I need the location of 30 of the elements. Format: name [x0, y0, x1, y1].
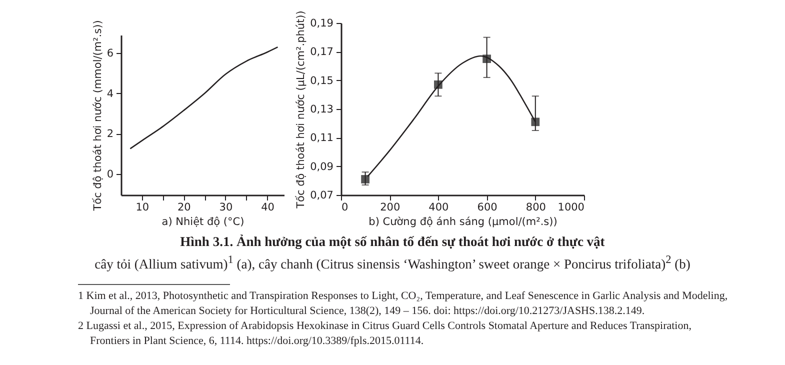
x-tick-label: 600: [477, 202, 498, 214]
x-tick-label: 800: [526, 202, 546, 214]
y-axis-title: Tốc độ thoát hơi nước (µL/(cm².phút)): [295, 10, 308, 210]
x-tick-label: 400: [428, 202, 449, 214]
x-tick-label: 10: [136, 202, 150, 214]
y-tick-label: 0,17: [310, 46, 334, 58]
text: 2 Lugassi et al., 2015, Expression of Arabidopsis Hexokinase in Citrus Guard Cells Controls Stomatal Aperture and Reduces Transpiration, Frontiers in Plant Science, 6, 1114. https://doi.org/10.3389/fpls.2015.01114.: [78, 318, 692, 348]
y-tick-label: 0,15: [310, 74, 334, 87]
y-tick-label: 0,13: [310, 104, 334, 116]
text: cây tỏi (Allium sativum)$^{1}$ (a), cây chanh (Citrus sinensis ‘Washington’ sweet orange × Poncirus trifoliata)$^{2}$ (b): [94, 253, 692, 274]
x-tick-label: 30: [219, 202, 233, 214]
y-tick-label: 0: [106, 168, 114, 180]
y-axis-title: Tốc độ thoát hơi nước (mmol/(m².s)): [92, 20, 104, 212]
x-tick-label: 20: [178, 202, 191, 214]
y-tick-label: 0,11: [310, 132, 334, 144]
text: Hình 3.1. Ảnh hưởng của một số nhân tố đến sự thoát hơi nước ở thực vật: [179, 233, 606, 251]
x-axis-title: a) Nhiệt độ (°C): [162, 216, 244, 228]
y-tick-label: 0,09: [310, 160, 334, 173]
x-tick-label: 1000: [558, 202, 584, 214]
line-series: [130, 46, 278, 150]
x-axis-title: b) Cường độ ánh sáng (µmol/(m².s)): [368, 216, 558, 228]
x-tick-label: 200: [380, 202, 400, 214]
y-tick-label: 4: [106, 88, 114, 100]
y-tick-label: 2: [106, 128, 114, 140]
y-tick-label: 0,07: [310, 190, 334, 202]
text: 1 Kim et al., 2013, Photosynthetic and Transpiration Responses to Light, CO₂, Temperature, and Leaf Senescence in Garlic Analysis and Modeling, Journal of the American Society for Horticultural Science, 138(2), 149 – 156. doi: https://doi.org/10.21273/JASHS.138.2.149.: [78, 288, 729, 318]
x-tick-label: 0: [342, 202, 348, 214]
y-tick-label: 6: [106, 48, 114, 60]
y-tick-label: 0,19: [310, 18, 334, 30]
x-tick-label: 40: [261, 202, 274, 214]
